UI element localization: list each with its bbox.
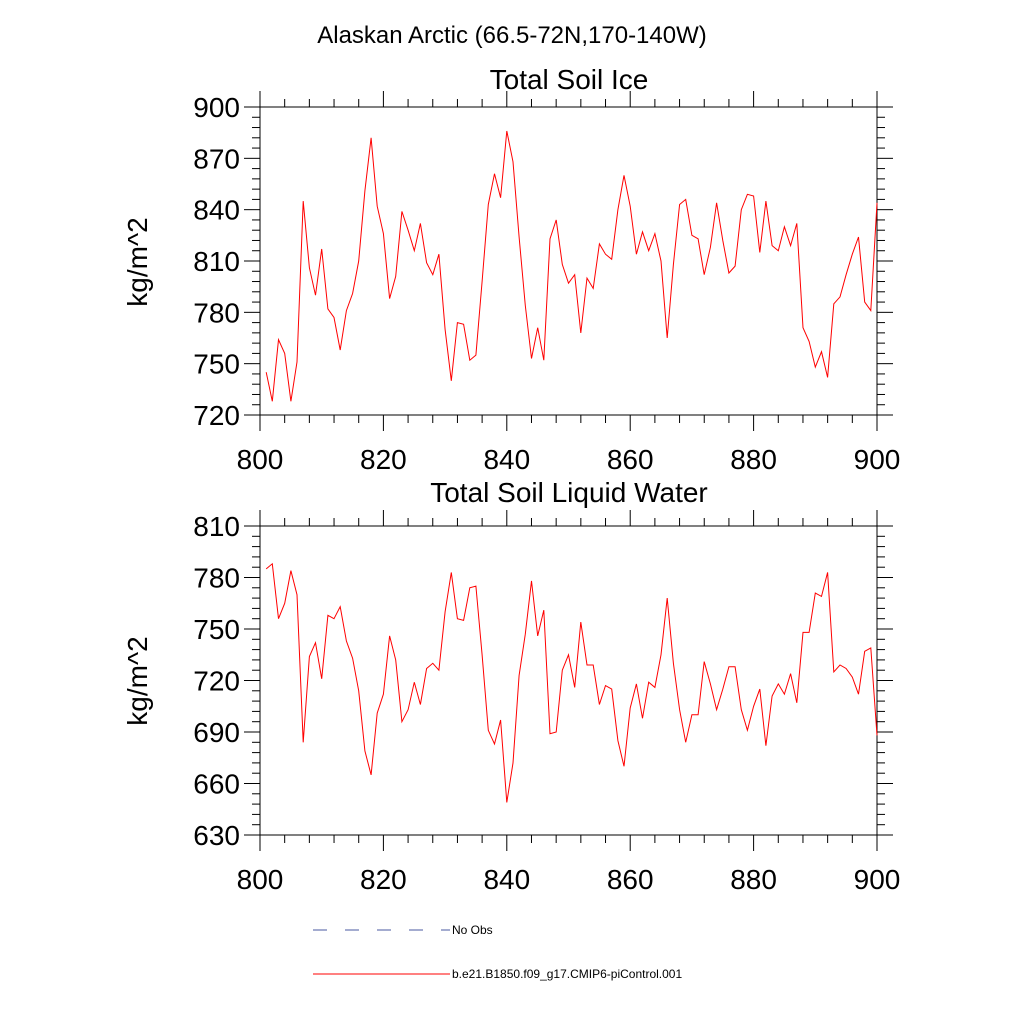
legend: No Obs b.e21.B1850.f09_g17.CMIP6-piContr… (313, 923, 682, 981)
x-tick-label: 800 (237, 444, 284, 475)
chart-title: Total Soil Liquid Water (430, 477, 708, 508)
x-tick-label: 840 (483, 864, 530, 895)
axis-ticks (244, 510, 893, 851)
chart-title: Total Soil Ice (490, 64, 649, 95)
legend-label: b.e21.B1850.f09_g17.CMIP6-piControl.001 (452, 967, 682, 981)
y-tick-label: 720 (193, 400, 240, 431)
y-tick-label: 780 (193, 563, 240, 594)
axis-ticks (244, 91, 893, 431)
legend-item-model-run: b.e21.B1850.f09_g17.CMIP6-piControl.001 (313, 967, 682, 981)
y-tick-label: 750 (193, 349, 240, 380)
y-axis-label: kg/m^2 (122, 217, 153, 306)
y-tick-label: 720 (193, 666, 240, 697)
y-tick-label: 630 (193, 820, 240, 851)
x-tick-label: 860 (607, 864, 654, 895)
x-tick-label: 800 (237, 864, 284, 895)
y-tick-label: 690 (193, 717, 240, 748)
series-line (265, 130, 878, 402)
x-tick-label: 860 (607, 444, 654, 475)
plot-frame (259, 525, 878, 836)
y-tick-labels: 630 660 690 720 750 780 810 (193, 511, 240, 851)
x-tick-label: 900 (854, 444, 901, 475)
y-tick-label: 750 (193, 614, 240, 645)
x-tick-label: 820 (360, 864, 407, 895)
y-tick-label: 870 (193, 143, 240, 174)
x-tick-label: 820 (360, 444, 407, 475)
y-tick-label: 900 (193, 92, 240, 123)
x-tick-label: 840 (483, 444, 530, 475)
legend-label: No Obs (452, 923, 493, 937)
figure-main-title: Alaskan Arctic (66.5-72N,170-140W) (317, 22, 707, 49)
x-tick-labels: 800 820 840 860 880 900 (237, 864, 901, 895)
y-tick-label: 660 (193, 769, 240, 800)
plot-frame (259, 106, 878, 416)
x-tick-label: 900 (854, 864, 901, 895)
legend-item-no-obs: No Obs (313, 923, 493, 937)
y-tick-labels: 720 750 780 810 840 870 900 (193, 92, 240, 431)
y-tick-label: 840 (193, 195, 240, 226)
y-tick-label: 780 (193, 297, 240, 328)
series-line (265, 562, 878, 803)
x-tick-label: 880 (730, 864, 777, 895)
x-tick-labels: 800 820 840 860 880 900 (237, 444, 901, 475)
chart-panel-total-soil-ice: Total Soil Ice kg/m^2 720 750 780 810 840 870… (122, 64, 900, 475)
y-tick-label: 810 (193, 246, 240, 277)
x-tick-label: 880 (730, 444, 777, 475)
y-axis-label: kg/m^2 (122, 636, 153, 725)
y-tick-label: 810 (193, 511, 240, 542)
chart-panel-total-soil-liquid-water: Total Soil Liquid Water kg/m^2 630 660 690… (122, 477, 900, 895)
